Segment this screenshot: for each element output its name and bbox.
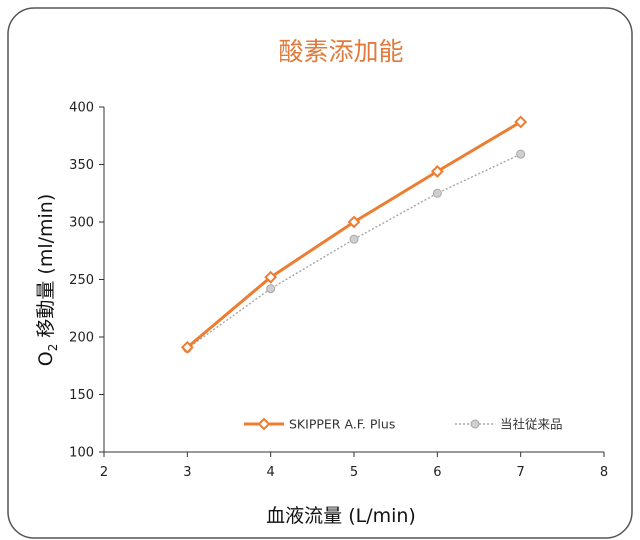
data-point xyxy=(180,340,194,354)
series-group xyxy=(180,115,528,354)
y-tick-label: 200 xyxy=(69,331,94,346)
x-tick-label: 3 xyxy=(183,465,191,480)
legend-label: SKIPPER A.F. Plus xyxy=(289,417,395,432)
x-tick-label: 5 xyxy=(350,465,358,480)
y-tick-label: 400 xyxy=(69,101,94,116)
x-tick-label: 4 xyxy=(267,465,275,480)
y-tick-label: 300 xyxy=(69,216,94,231)
data-point xyxy=(347,215,361,229)
y-tick-label: 350 xyxy=(69,158,94,173)
legend-marker xyxy=(470,419,480,429)
data-point xyxy=(349,234,359,244)
x-tick-label: 7 xyxy=(517,465,525,480)
data-point xyxy=(430,164,444,178)
data-point xyxy=(516,149,526,159)
x-tick-label: 8 xyxy=(600,465,608,480)
x-tick-label: 2 xyxy=(100,465,108,480)
chart-title: 酸素添加能 xyxy=(278,37,403,66)
y-tick-label: 250 xyxy=(69,273,94,288)
legend-item: 当社従来品 xyxy=(455,417,563,432)
x-axis-title: 血液流量 (L/min) xyxy=(266,505,416,527)
series-line xyxy=(186,153,521,350)
y-axis-title: O2 移動量 (ml/min) xyxy=(35,194,60,367)
data-point xyxy=(264,270,278,284)
y-tick-label: 100 xyxy=(69,446,94,461)
data-point xyxy=(432,188,442,198)
x-tick-label: 6 xyxy=(433,465,441,480)
series-skipper xyxy=(180,115,528,354)
legend: SKIPPER A.F. Plus 当社従来品 xyxy=(244,417,563,432)
legend-item: SKIPPER A.F. Plus xyxy=(244,417,395,432)
y-axis-title-suffix: 移動量 (ml/min) xyxy=(35,194,57,344)
data-point xyxy=(514,115,528,129)
y-tick-label: 150 xyxy=(69,388,94,403)
legend-label: 当社従来品 xyxy=(500,417,563,432)
data-point xyxy=(266,284,276,294)
y-axis-title-prefix: O xyxy=(35,351,57,366)
y-axis-title-subscript: 2 xyxy=(46,344,60,352)
chart-frame xyxy=(7,7,633,539)
legend-marker xyxy=(257,417,271,431)
axes-group: 2 3 4 5 6 7 8 100 150 200 250 300 350 400 xyxy=(69,101,608,481)
